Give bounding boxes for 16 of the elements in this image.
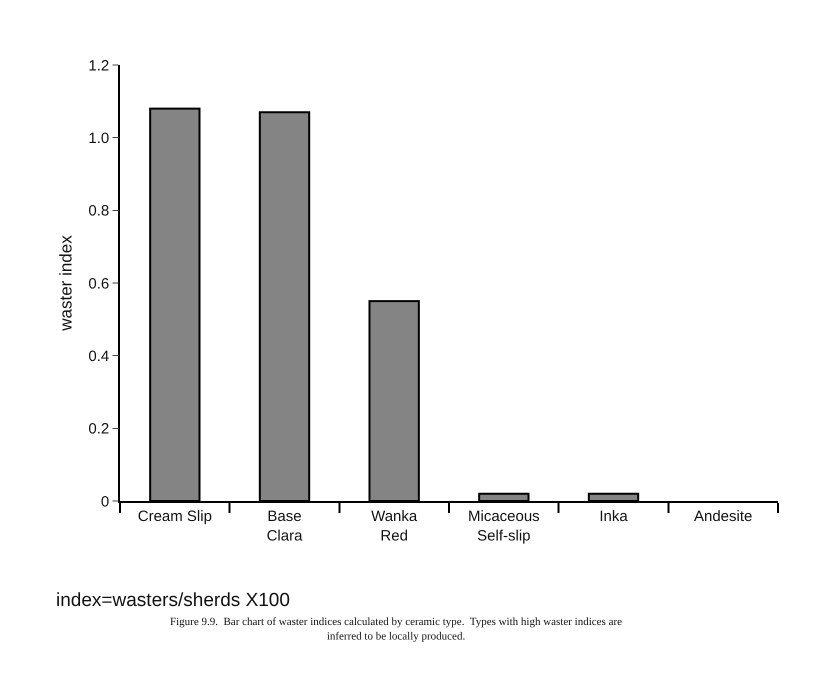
caption: Figure 9.9. Bar chart of waster indices calculated by ceramic type. Types with high waster indices are inferred to be locally produced.	[170, 616, 622, 642]
y-tick-label: 0.4	[88, 348, 110, 365]
x-tick-label: Base Clara	[266, 508, 304, 544]
y-tick-label: 0.8	[88, 202, 110, 220]
y-tick-label: 0.6	[88, 275, 110, 292]
text: index=wasters/sherds X100	[56, 590, 290, 611]
x-tick-label: Cream Slip	[138, 508, 212, 525]
y-tick-label: 0	[100, 493, 110, 510]
x-tick-label: Wanka Red	[371, 508, 418, 544]
y-tick-label: 1.2	[88, 57, 110, 74]
y-axis-title: waster index	[56, 234, 76, 332]
y-tick-label: 1.0	[88, 130, 110, 147]
x-tick-label: Inka	[599, 508, 628, 525]
x-tick-label: Micaceous Self-slip	[468, 508, 540, 544]
y-tick-label: 0.2	[88, 420, 110, 438]
x-tick-label: Andesite	[694, 508, 752, 525]
